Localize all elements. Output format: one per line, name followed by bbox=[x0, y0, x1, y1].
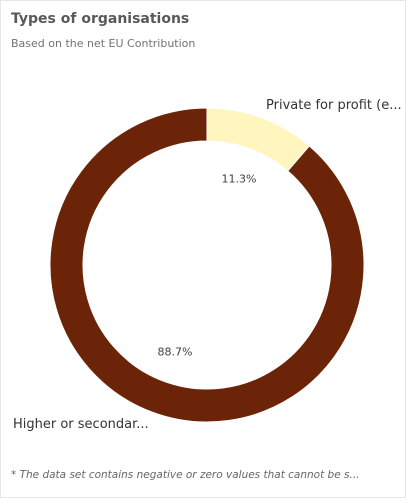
value-label-higher-or-secondary: 88.7% bbox=[158, 345, 193, 358]
slice-private-for-profit[interactable] bbox=[206, 107, 311, 172]
category-label-private-for-profit: Private for profit (e... bbox=[266, 98, 402, 113]
chart-title: Types of organisations bbox=[11, 11, 190, 27]
category-label-higher-or-secondary: Higher or secondar... bbox=[13, 417, 149, 432]
donut-chart: 11.3% Private for profit (e... 88.7% Higher… bbox=[13, 98, 402, 432]
slice-higher-or-secondary[interactable] bbox=[49, 107, 365, 423]
value-label-private-for-profit: 11.3% bbox=[222, 173, 257, 186]
chart-subtitle: Based on the net EU Contribution bbox=[11, 37, 196, 50]
footnote: * The data set contains negative or zero… bbox=[11, 469, 360, 481]
